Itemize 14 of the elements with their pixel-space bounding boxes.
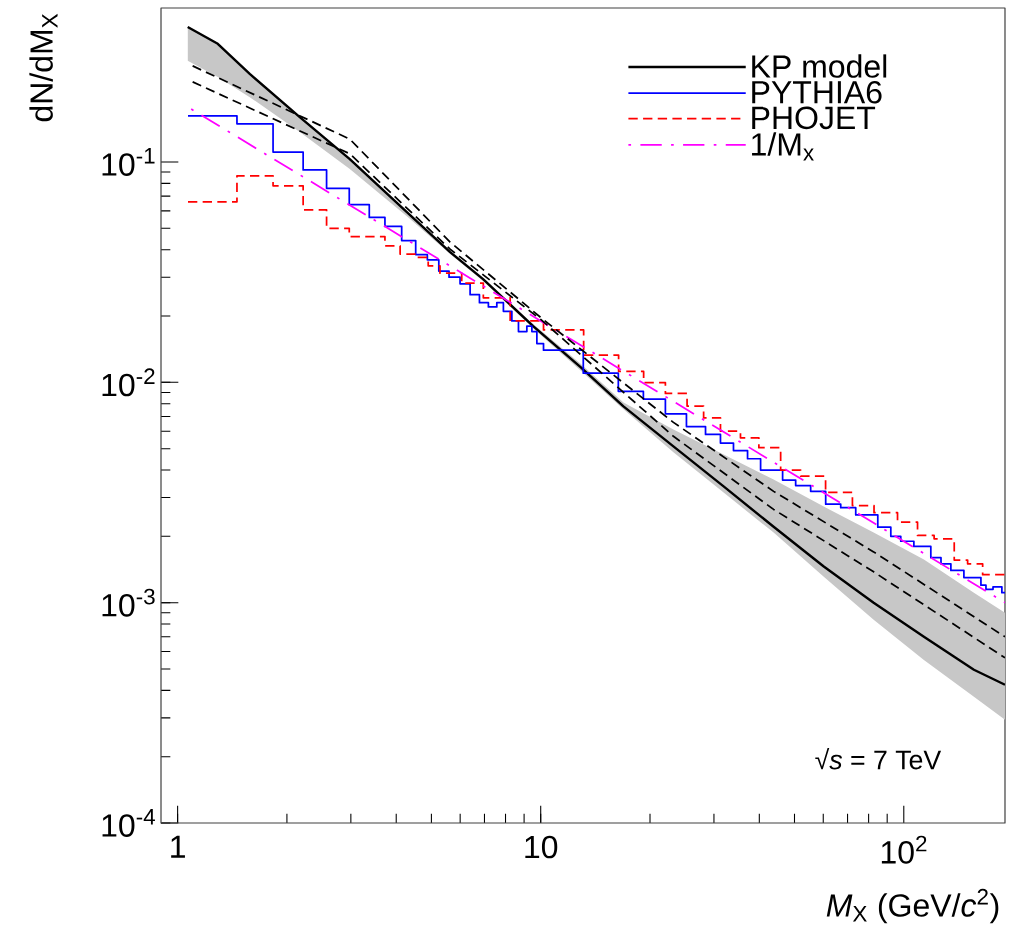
y-tick-label: 10$^{-2}$	[102, 368, 155, 397]
x-tick-label: 1	[171, 835, 185, 858]
y-tick-label: 10$^{-3}$	[102, 588, 155, 617]
legend-label: KP model	[752, 54, 887, 78]
y-axis-title: dN/dM$_{X}$	[29, 13, 58, 122]
y-tick-label: 10$^{-1}$	[102, 148, 155, 176]
legend-label: 1/M$_{x}$	[752, 132, 814, 161]
x-tick-label: 10	[525, 835, 558, 859]
y-tick-label: 10$^{-4}$	[102, 809, 155, 837]
x-tick-label: 10$^{2}$	[881, 835, 927, 864]
x-axis-title: M$_{X}$ (GeV/c$^{2}$)	[826, 888, 999, 924]
legend-label: PYTHIA6	[752, 80, 882, 104]
annotation: √s = 7 TeV	[815, 748, 942, 770]
legend-label: PHOJET	[752, 106, 876, 130]
